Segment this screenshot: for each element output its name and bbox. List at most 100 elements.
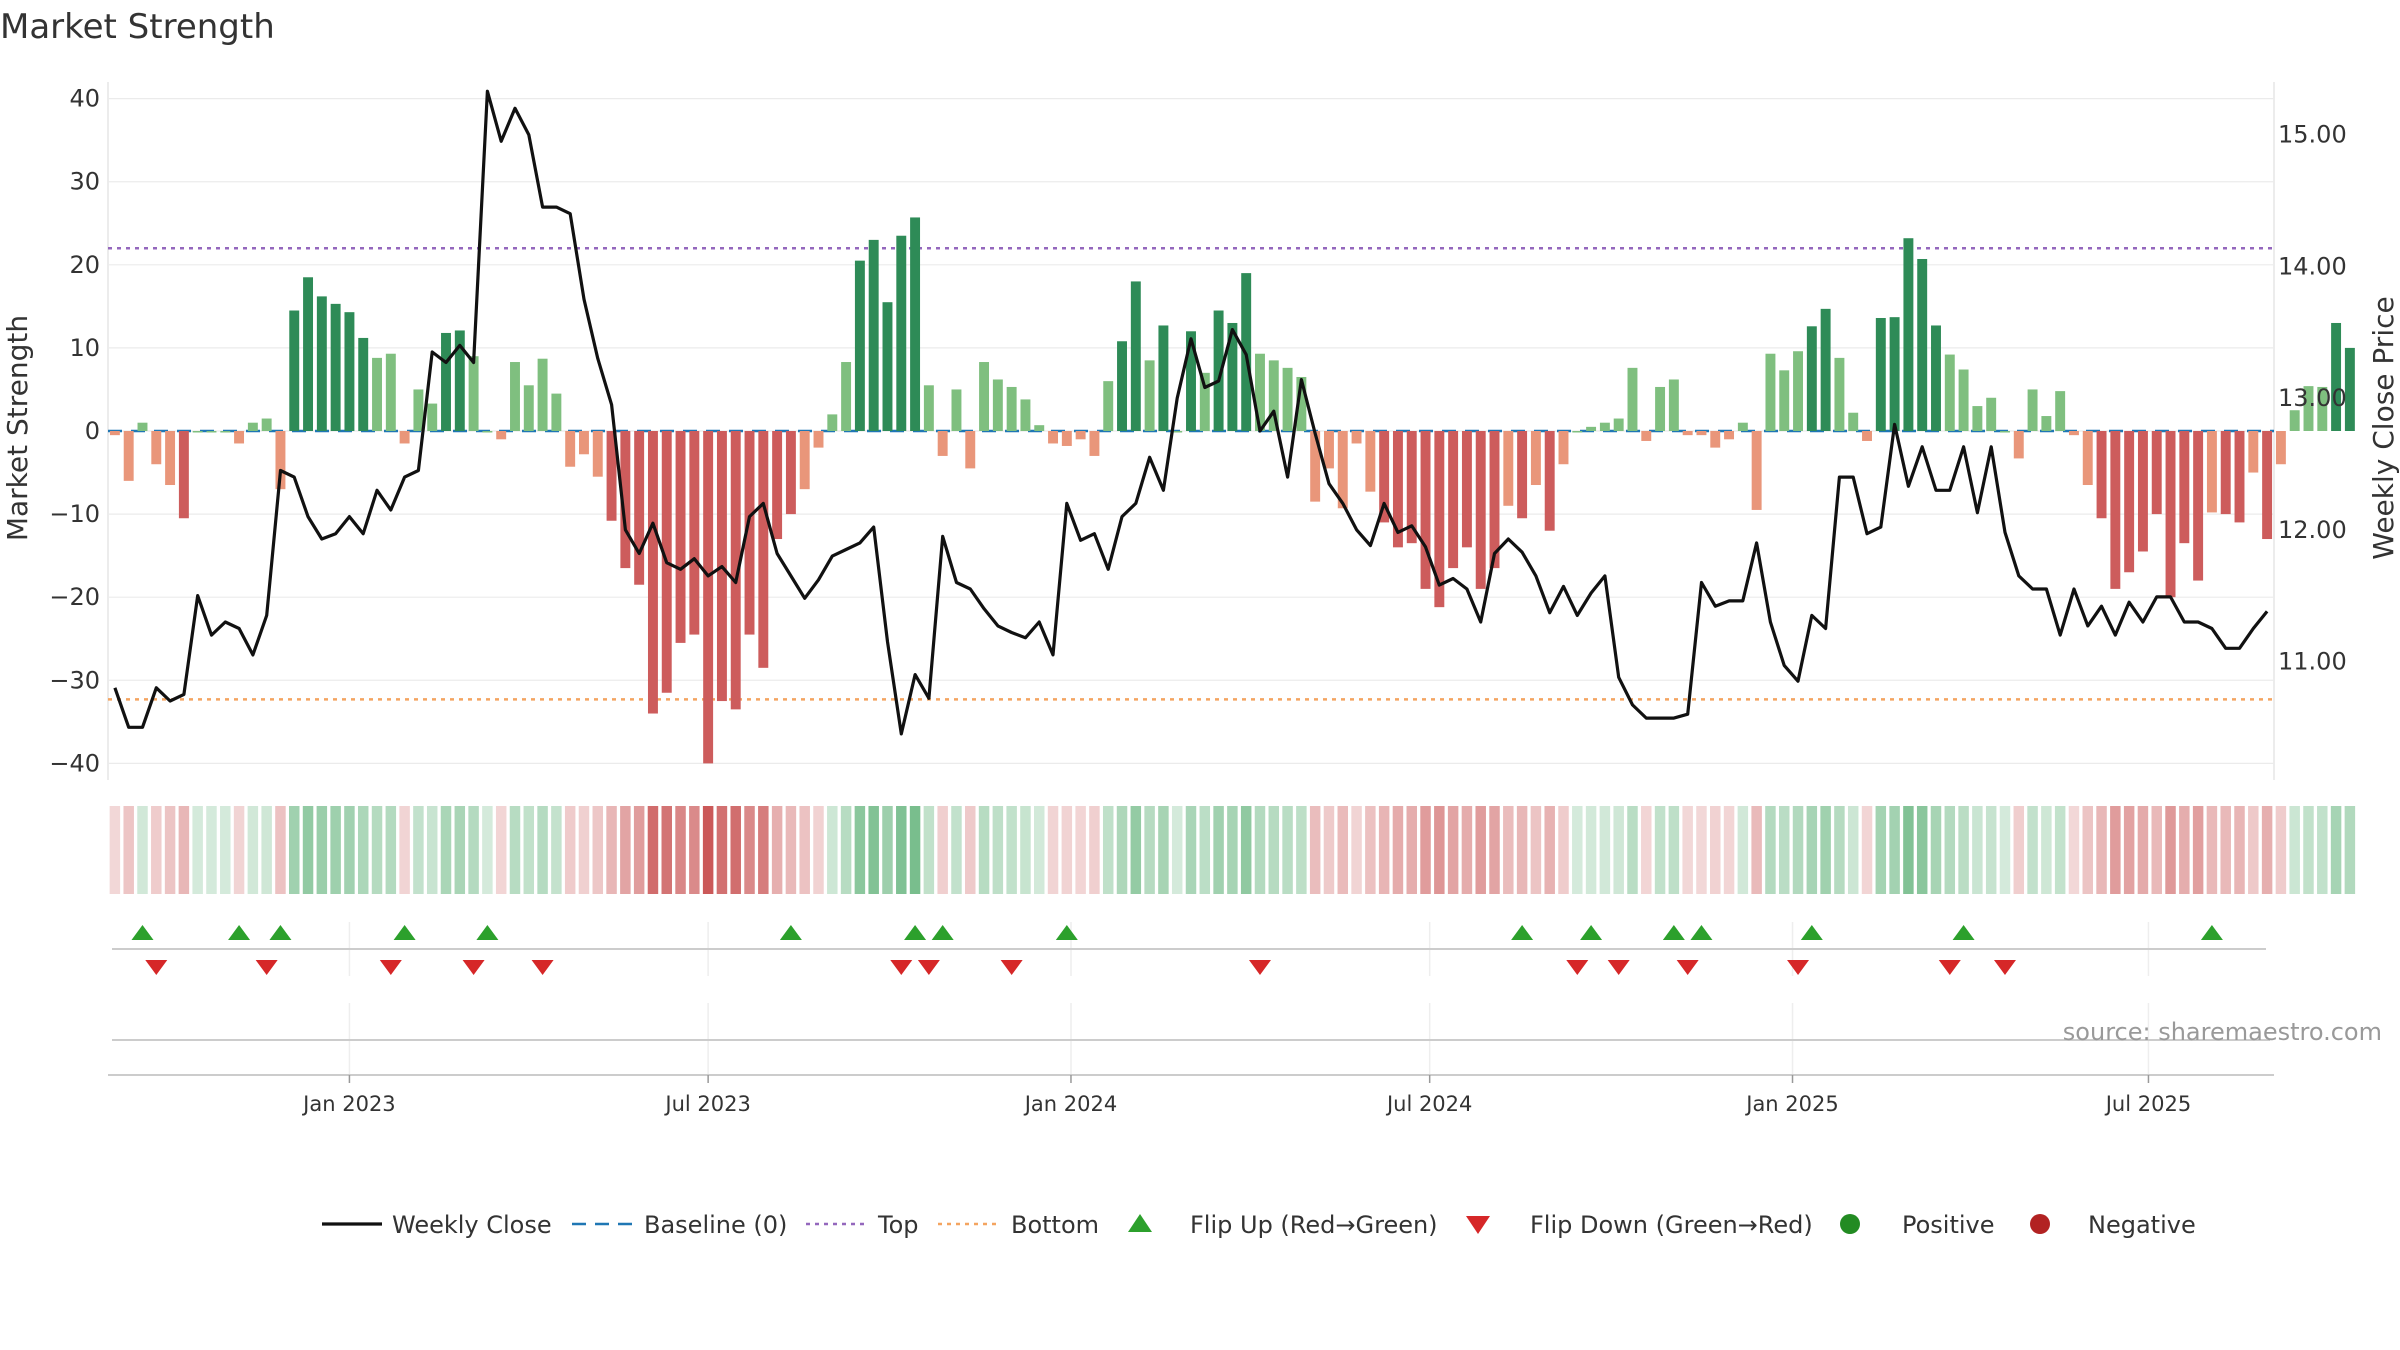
legend: Weekly Close Baseline (0) Top Bottom Flip Up… [322,1211,2196,1239]
strip-cell [965,806,976,894]
strength-bar [2193,431,2204,581]
strip-cell [675,806,686,894]
strip-cell [1806,806,1818,894]
strength-bar [1392,431,1403,548]
strip-cell [2165,806,2176,894]
strength-bar [1641,431,1652,441]
strip-cell [868,806,879,894]
strip-cell [1558,806,1569,894]
legend-item: Flip Up (Red→Green) [1128,1211,1438,1239]
strip-cell [1089,806,1100,894]
strip-cell [937,806,948,894]
strength-bar [1889,317,1900,431]
strip-cell [1254,806,1266,894]
flip-down-marker [1000,960,1023,975]
strip-cell [1985,806,1997,894]
strip-cell [978,806,990,894]
strip-cell [1116,806,1128,894]
flip-up-marker [1952,925,1975,940]
strip-cell [1972,806,1983,894]
strip-cell [744,806,755,894]
strip-cell [1944,806,1956,894]
strip-cell [1641,806,1652,894]
strip-cell [2151,806,2162,894]
legend-label: Baseline (0) [644,1211,787,1239]
strip-cell [247,806,259,894]
strip-cell [1861,806,1873,894]
strength-bar [1765,353,1776,431]
strip-cell [1599,806,1611,894]
bottom-panel [108,1003,2274,1076]
strip-cell [495,806,507,894]
strip-cell [1572,806,1583,894]
strip-cell [592,806,604,894]
strip-cell [1847,806,1859,894]
strip-cell [620,806,631,894]
strength-bar [137,422,148,431]
flip-up-marker [931,925,954,940]
strip-cell [1958,806,1969,894]
strip-cell [1171,806,1183,894]
strength-bar [1351,431,1362,444]
strength-bar [1144,360,1155,431]
strip-cell [344,806,355,894]
strip-cell [2027,806,2038,894]
strip-cell [2041,806,2052,894]
y-axis-title: Market Strength [1,315,34,541]
strip-cell [1323,806,1335,894]
strip-cell [1075,806,1086,894]
strip-cell [758,806,769,894]
strip-cell [1020,806,1031,894]
strength-bar [1599,422,1610,431]
strip-cell [1820,806,1831,894]
strip-cell [1392,806,1404,894]
strength-bar [358,337,369,431]
strip-cell [399,806,410,894]
strip-cell [1903,806,1914,894]
strip-cell [606,806,617,894]
strip-cell [1227,806,1238,894]
strip-cell [1503,806,1514,894]
strip-cell [1475,806,1486,894]
strength-bar [1848,412,1859,431]
strength-bar [2000,431,2010,433]
strength-bar [2137,431,2148,552]
strip-cell [2013,806,2025,894]
strength-bar [1448,431,1459,569]
strength-bar [551,393,562,431]
y-tick-label: 40 [69,85,100,113]
strength-bar [523,385,534,431]
strip-cell [1447,806,1459,894]
strip-cell [454,806,466,894]
strip-cell [551,806,562,894]
strip-cell [440,806,452,894]
strip-cell [1213,806,1224,894]
strength-bar [1586,426,1597,431]
strength-bar [1627,367,1638,431]
strip-cell [2317,806,2328,894]
y2-tick-label: 11.00 [2278,647,2347,675]
strength-bar [1213,310,1224,431]
strip-cell [882,806,893,894]
strip-cell [371,806,383,894]
strength-bar [1751,431,1762,510]
y2-axis-title: Weekly Close Price [2367,296,2400,559]
strength-bar [537,358,548,431]
legend-item: Negative [2030,1211,2196,1239]
strip-cell [109,806,121,894]
strip-cell [633,806,645,894]
strength-bar [799,431,810,490]
strength-bar [1186,331,1196,431]
strength-bar [1379,431,1390,523]
strip-cell [716,806,728,894]
strength-bar [1089,431,1100,456]
strength-bar [303,277,314,431]
flip-up-marker [1580,925,1603,940]
flip-up-marker [1662,925,1685,940]
strength-bar [1724,431,1735,440]
strength-bar [1517,431,1528,519]
strip-cell [2220,806,2231,894]
strength-bar [1420,431,1431,589]
legend-item: Positive [1840,1211,1995,1239]
strength-bar [1710,431,1721,448]
